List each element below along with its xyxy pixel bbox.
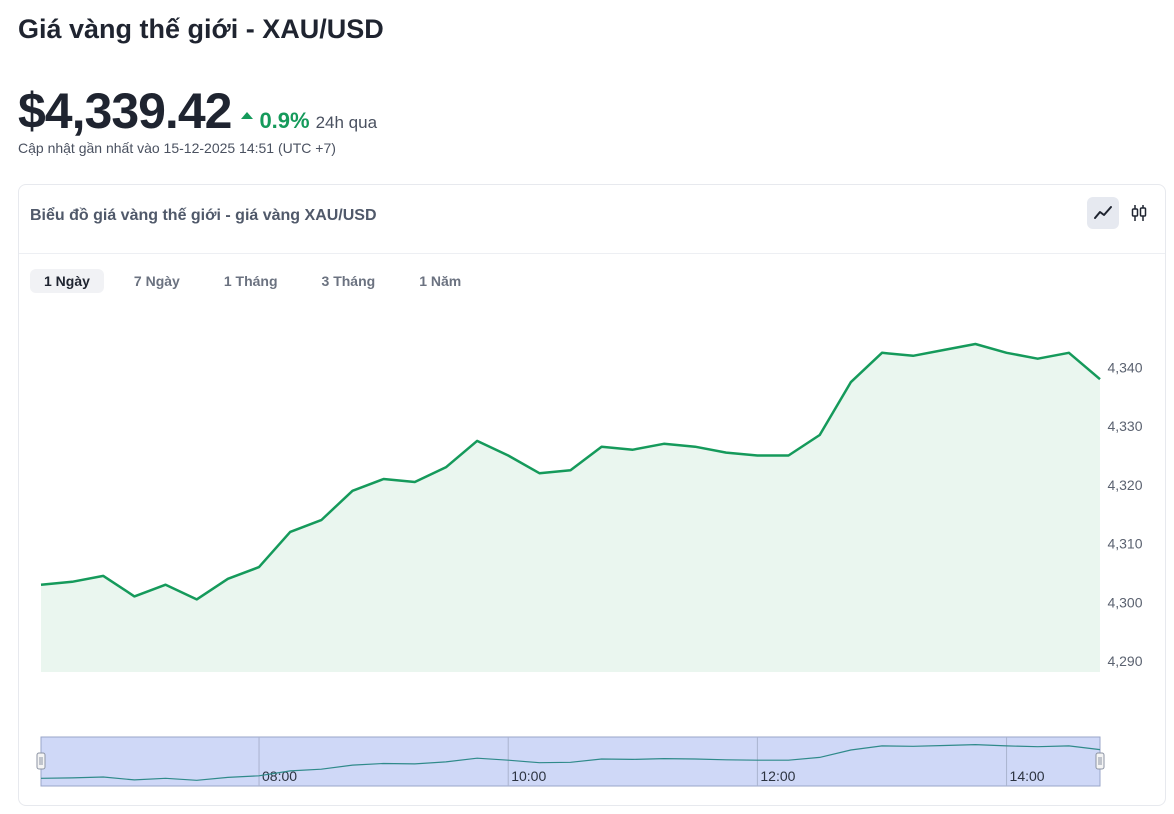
y-tick-label: 4,330: [1107, 418, 1142, 434]
chart-type-toggle: [1087, 197, 1155, 229]
y-tick-label: 4,320: [1107, 477, 1142, 493]
y-tick-label: 4,290: [1107, 653, 1142, 669]
chart-card-header: Biểu đồ giá vàng thế giới - giá vàng XAU…: [19, 185, 1165, 254]
tab-1-year[interactable]: 1 Năm: [419, 273, 462, 289]
time-range-tabs: 1 Ngày 7 Ngày 1 Tháng 3 Tháng 1 Năm: [30, 269, 491, 293]
navigator[interactable]: 08:00 10:00 12:00 14:00: [36, 736, 1105, 787]
price-area: [41, 344, 1100, 672]
navigator-right-handle[interactable]: [1095, 752, 1105, 770]
tab-7-days[interactable]: 7 Ngày: [133, 273, 180, 289]
candlestick-button[interactable]: [1123, 197, 1155, 229]
tab-1-day[interactable]: 1 Ngày: [30, 269, 104, 293]
tab-3-months[interactable]: 3 Tháng: [321, 273, 376, 289]
up-arrow-icon: [241, 112, 254, 119]
price-row: $4,339.42 0.9% 24h qua: [18, 82, 377, 140]
y-tick-label: 4,340: [1107, 360, 1142, 376]
navigator-x-label: 14:00: [1010, 768, 1045, 784]
line-chart-button[interactable]: [1087, 197, 1119, 229]
current-price: $4,339.42: [18, 83, 232, 139]
navigator-window[interactable]: [40, 736, 1101, 787]
navigator-left-handle[interactable]: [36, 752, 46, 770]
last-updated: Cập nhật gần nhất vào 15-12-2025 14:51 (…: [18, 140, 336, 156]
chart-card-title: Biểu đồ giá vàng thế giới - giá vàng XAU…: [30, 207, 377, 224]
candlestick-icon: [1131, 205, 1147, 221]
navigator-x-label: 12:00: [760, 768, 795, 784]
tab-1-month[interactable]: 1 Tháng: [223, 273, 278, 289]
navigator-line: [40, 743, 1101, 781]
y-axis: 4,290 4,300 4,310 4,320 4,330 4,340: [1107, 360, 1142, 670]
y-tick-label: 4,310: [1107, 536, 1142, 552]
page-title: Giá vàng thế giới - XAU/USD: [18, 14, 384, 44]
price-line: [40, 342, 1101, 601]
navigator-x-label: 08:00: [262, 768, 297, 784]
line-chart-icon: [1094, 206, 1112, 219]
main-plot: [40, 342, 1101, 672]
price-change-period: 24h qua: [315, 113, 378, 132]
navigator-x-label: 10:00: [511, 768, 546, 784]
y-tick-label: 4,300: [1107, 594, 1142, 610]
price-change-percent: 0.9%: [259, 108, 310, 133]
